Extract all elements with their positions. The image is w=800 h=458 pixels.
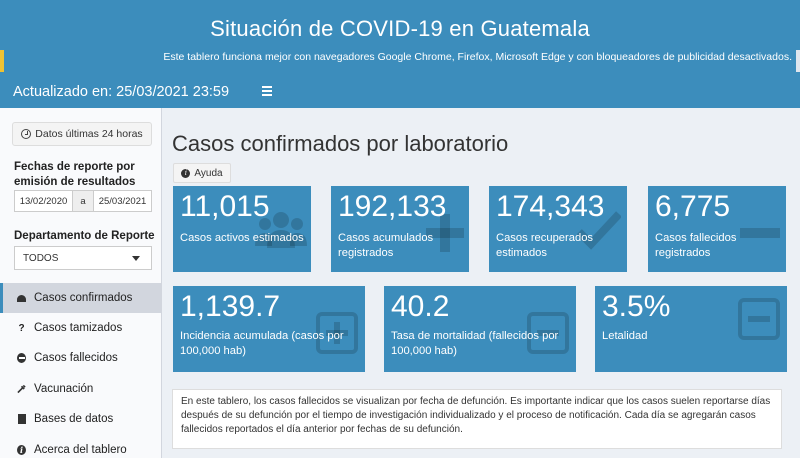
chevron-down-icon bbox=[132, 256, 140, 261]
sidebar-item-casos-confirmados[interactable]: Casos confirmados bbox=[0, 283, 162, 313]
card-value: 40.2 bbox=[391, 289, 449, 325]
card-caption: Casos activos estimados bbox=[180, 231, 304, 246]
clock-icon bbox=[21, 129, 31, 139]
card-tasa-mortalidad: 40.2 Tasa de mortalidad (fallecidos por … bbox=[384, 286, 576, 372]
minus-square-icon bbox=[738, 298, 780, 340]
card-value: 174,343 bbox=[496, 189, 604, 225]
header-bar: Situación de COVID-19 en Guatemala Este … bbox=[0, 0, 800, 80]
file-icon bbox=[17, 414, 26, 424]
department-select[interactable]: TODOS bbox=[14, 246, 152, 270]
section-title: Casos confirmados por laboratorio bbox=[172, 131, 508, 157]
card-casos-acumulados: 192,133 Casos acumulados registrados bbox=[331, 186, 469, 272]
card-caption: Incidencia acumulada (casos por 100,000 … bbox=[180, 329, 360, 358]
card-letalidad: 3.5% Letalidad bbox=[595, 286, 787, 372]
right-edge-accent bbox=[796, 50, 800, 72]
card-value: 192,133 bbox=[338, 189, 446, 225]
sidebar: Datos últimas 24 horas Fechas de reporte… bbox=[0, 108, 162, 458]
card-caption: Casos recuperados estimados bbox=[496, 231, 627, 260]
card-value: 11,015 bbox=[180, 189, 270, 225]
help-label: Ayuda bbox=[194, 168, 222, 179]
minus-circle-icon bbox=[17, 353, 26, 363]
date-range-separator: a bbox=[72, 191, 94, 211]
sidebar-item-label: Acerca del tablero bbox=[34, 444, 127, 456]
department-label: Departamento de Reporte bbox=[14, 229, 155, 244]
sidebar-item-label: Casos tamizados bbox=[34, 322, 122, 334]
card-value: 1,139.7 bbox=[180, 289, 280, 325]
gauge-icon bbox=[17, 293, 26, 303]
sidebar-item-casos-fallecidos[interactable]: Casos fallecidos bbox=[0, 343, 162, 373]
date-start-input[interactable]: 13/02/2020 bbox=[15, 191, 72, 211]
card-casos-recuperados: 174,343 Casos recuperados estimados bbox=[489, 186, 627, 272]
card-caption: Tasa de mortalidad (fallecidos por 100,0… bbox=[391, 329, 571, 358]
date-end-input[interactable]: 25/03/2021 bbox=[94, 191, 151, 211]
department-selected-value: TODOS bbox=[23, 253, 58, 264]
sidebar-item-label: Bases de datos bbox=[34, 413, 113, 425]
card-casos-activos: 11,015 Casos activos estimados bbox=[173, 186, 311, 272]
sidebar-item-acerca-del-tablero[interactable]: i Acerca del tablero bbox=[0, 435, 162, 458]
last-24h-label: Datos últimas 24 horas bbox=[35, 128, 142, 140]
sidebar-item-label: Casos fallecidos bbox=[34, 352, 118, 364]
sidebar-item-bases-de-datos[interactable]: Bases de datos bbox=[0, 404, 162, 434]
card-caption: Letalidad bbox=[602, 329, 647, 344]
help-button[interactable]: i Ayuda bbox=[173, 163, 231, 183]
card-value: 3.5% bbox=[602, 289, 670, 325]
date-range-label: Fechas de reporte por emisión de resulta… bbox=[14, 160, 144, 190]
card-caption: Casos acumulados registrados bbox=[338, 231, 469, 260]
browser-notice: Este tablero funciona mejor con navegado… bbox=[163, 51, 792, 63]
card-caption: Casos fallecidos registrados bbox=[655, 231, 786, 260]
left-edge-accent bbox=[0, 50, 4, 72]
card-casos-fallecidos: 6,775 Casos fallecidos registrados bbox=[648, 186, 786, 272]
updated-timestamp: Actualizado en: 25/03/2021 23:59 bbox=[13, 84, 229, 100]
date-range-picker: 13/02/2020 a 25/03/2021 bbox=[14, 190, 152, 212]
sidebar-item-casos-tamizados[interactable]: ? Casos tamizados bbox=[0, 313, 162, 343]
card-incidencia-acumulada: 1,139.7 Incidencia acumulada (casos por … bbox=[173, 286, 365, 372]
info-icon: i bbox=[17, 445, 26, 455]
info-note: En este tablero, los casos fallecidos se… bbox=[172, 389, 782, 449]
info-icon: i bbox=[181, 169, 190, 178]
sidebar-item-label: Casos confirmados bbox=[34, 292, 132, 304]
page-title: Situación de COVID-19 en Guatemala bbox=[0, 16, 800, 42]
last-24h-button[interactable]: Datos últimas 24 horas bbox=[12, 122, 152, 146]
card-value: 6,775 bbox=[655, 189, 730, 225]
sidebar-item-label: Vacunación bbox=[34, 383, 93, 395]
syringe-icon bbox=[17, 384, 26, 394]
menu-toggle-icon[interactable] bbox=[262, 86, 272, 95]
question-icon: ? bbox=[17, 323, 26, 333]
sidebar-item-vacunacion[interactable]: Vacunación bbox=[0, 374, 162, 404]
